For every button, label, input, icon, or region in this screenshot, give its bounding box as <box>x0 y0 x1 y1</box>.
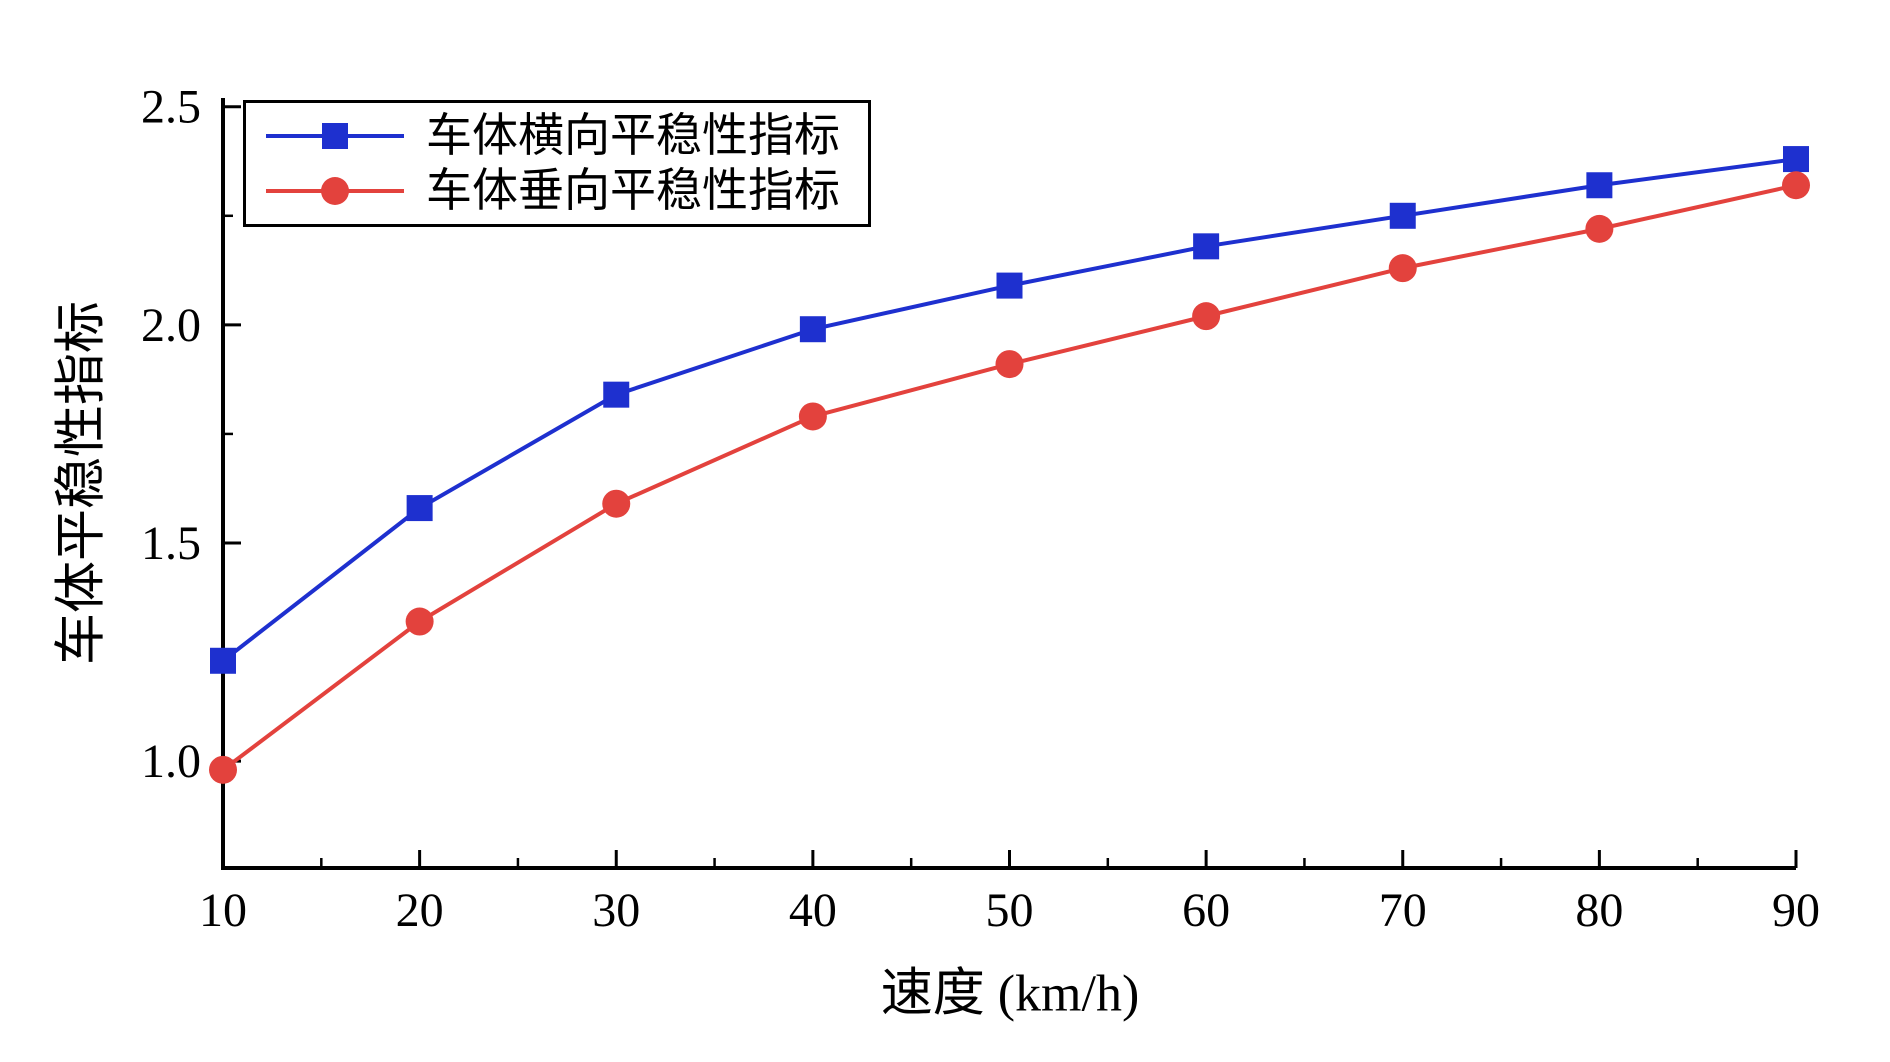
legend-label-vertical: 车体垂向平稳性指标 <box>426 164 840 216</box>
data-marker-square <box>1783 146 1809 173</box>
legend: 车体横向平稳性指标 车体垂向平稳性指标 <box>243 100 871 228</box>
data-marker-square <box>1586 172 1613 199</box>
x-tick-label: 40 <box>789 884 837 937</box>
y-tick-label: 1.0 <box>141 735 201 788</box>
data-marker-circle <box>405 607 434 636</box>
x-tick-label: 70 <box>1379 884 1427 937</box>
data-marker-circle <box>1388 254 1417 283</box>
legend-square-marker-icon <box>322 123 348 150</box>
data-marker-circle <box>798 402 827 431</box>
x-tick-label: 50 <box>986 884 1034 937</box>
data-marker-square <box>1389 202 1416 229</box>
data-marker-square <box>996 272 1023 299</box>
x-tick-label: 20 <box>396 884 444 937</box>
legend-swatch-square-icon <box>266 123 404 150</box>
data-marker-circle <box>602 489 631 518</box>
data-marker-square <box>1193 233 1220 260</box>
data-marker-square <box>799 316 826 343</box>
x-tick-label: 90 <box>1772 884 1820 937</box>
series-line-square <box>221 157 1798 663</box>
data-marker-circle <box>1585 214 1614 243</box>
legend-label-lateral: 车体横向平稳性指标 <box>426 110 840 161</box>
y-axis-title: 车体平稳性指标 <box>53 300 111 666</box>
x-tick-label: 10 <box>199 884 247 937</box>
data-marker-circle <box>1192 302 1221 331</box>
data-marker-square <box>406 495 433 522</box>
y-tick-label: 1.5 <box>141 517 201 570</box>
x-tick-label: 80 <box>1575 884 1623 937</box>
data-marker-circle <box>995 350 1024 379</box>
x-tick-label: 60 <box>1182 884 1230 937</box>
legend-swatch-circle-icon <box>266 176 404 205</box>
legend-circle-marker-icon <box>321 176 349 205</box>
y-tick-label: 2.5 <box>141 81 201 134</box>
y-tick-label: 2.0 <box>141 299 201 352</box>
x-tick-label: 30 <box>592 884 640 937</box>
x-axis-title: 速度 (km/h) <box>880 965 1140 1023</box>
data-marker-square <box>210 647 236 674</box>
data-marker-circle <box>209 755 237 784</box>
data-marker-circle <box>1782 171 1810 200</box>
legend-item-vertical: 车体垂向平稳性指标 <box>260 164 840 217</box>
legend-item-lateral: 车体横向平稳性指标 <box>260 110 840 162</box>
data-marker-square <box>603 381 630 408</box>
